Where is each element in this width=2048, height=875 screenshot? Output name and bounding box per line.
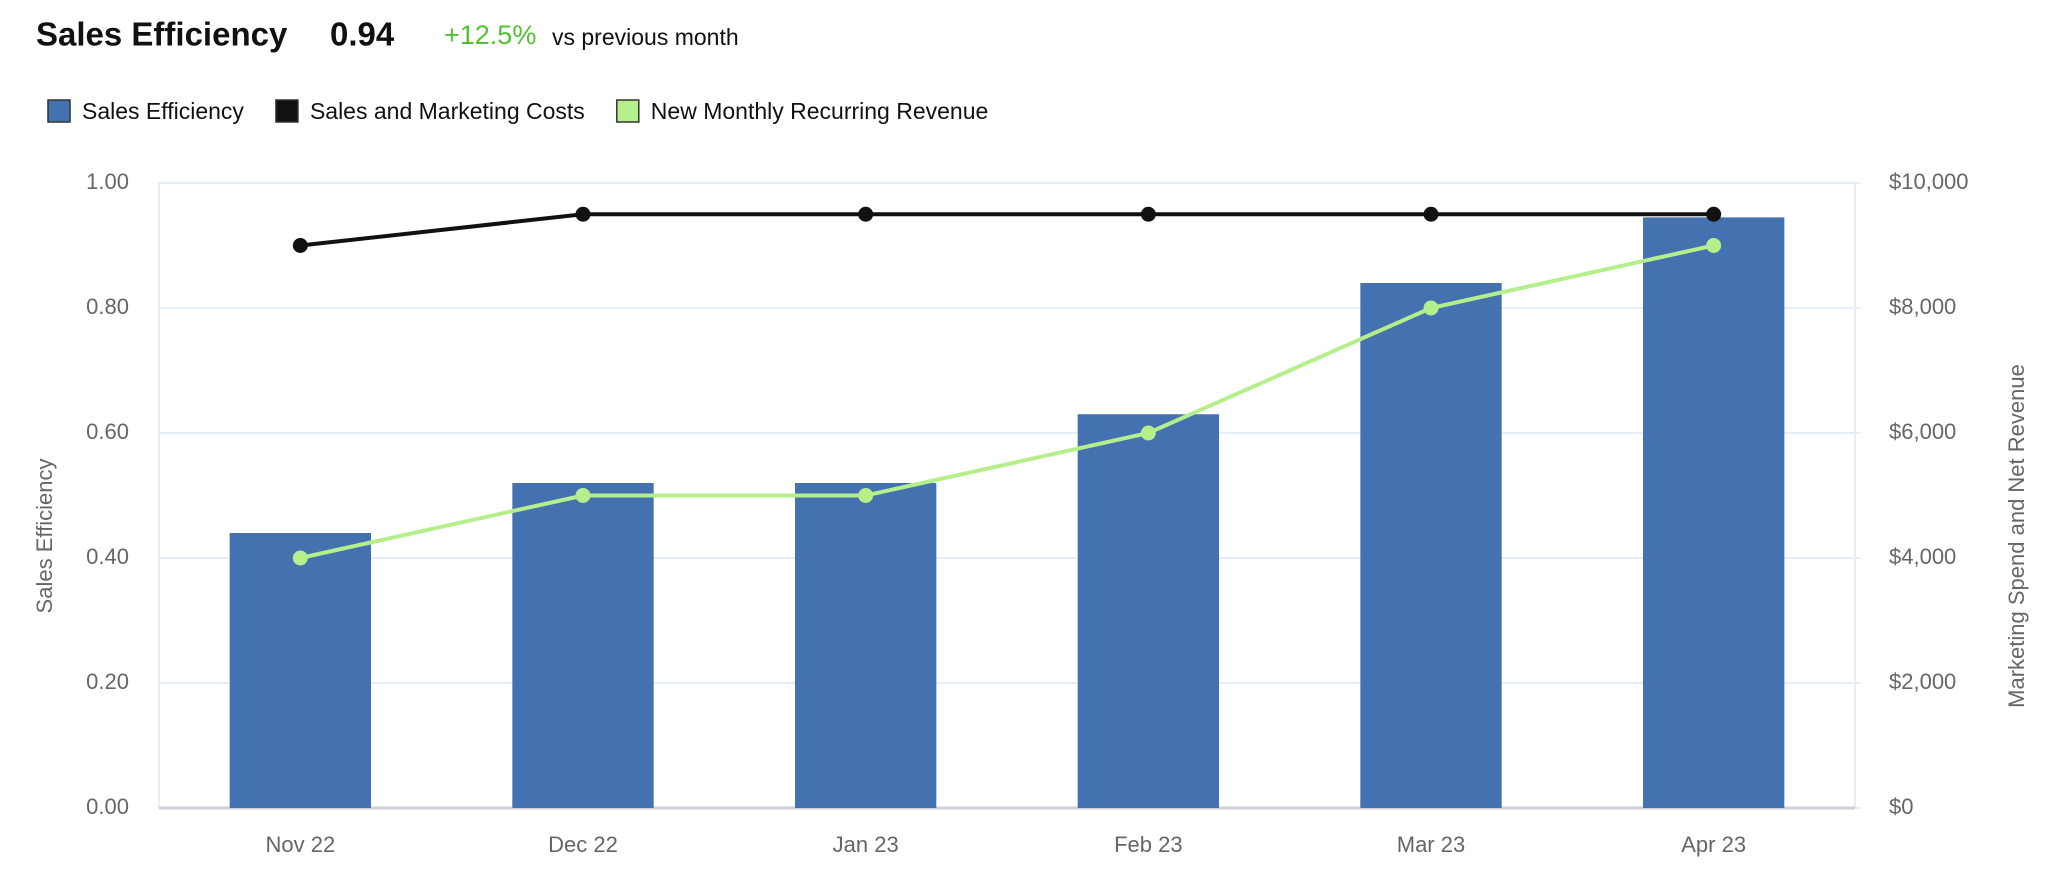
line-point: [858, 206, 874, 222]
line-point: [292, 550, 308, 566]
line-point: [1423, 206, 1439, 222]
x-tick-label: Feb 23: [1114, 832, 1183, 857]
kpi-value: 0.94: [330, 16, 395, 53]
line-point: [858, 488, 874, 503]
y2-tick-label: $6,000: [1889, 419, 1956, 444]
x-tick-label: Apr 23: [1681, 832, 1746, 857]
y-axis-label: Sales Efficiency: [32, 459, 57, 614]
legend-swatch: [616, 99, 640, 123]
legend-swatch: [47, 99, 71, 123]
chart-title: Sales Efficiency: [36, 16, 288, 53]
y2-tick-label: $8,000: [1889, 294, 1956, 319]
y2-tick-label: $2,000: [1889, 669, 1956, 694]
y2-tick-label: $4,000: [1889, 544, 1956, 569]
y-tick-label: 0.00: [86, 794, 129, 819]
line: [299, 243, 1715, 560]
y-tick-label: 0.60: [86, 419, 129, 444]
plot-border: [158, 182, 1856, 809]
y-tick-label: 0.20: [86, 669, 129, 694]
y-tick-label: 0.40: [86, 544, 129, 569]
line-point: [1140, 206, 1156, 222]
bar: [1643, 217, 1785, 808]
legend-swatch: [275, 99, 299, 123]
line: [300, 212, 1714, 248]
line-point: [1706, 238, 1722, 253]
legend-label: Sales Efficiency: [82, 98, 244, 124]
line-point: [1423, 300, 1439, 316]
bar: [1077, 414, 1219, 808]
line-point: [292, 238, 308, 253]
line-point: [575, 206, 591, 222]
y2-axis-label: Marketing Spend and Net Revenue: [2004, 364, 2029, 708]
legend-label: New Monthly Recurring Revenue: [651, 98, 989, 124]
x-tick-label: Dec 22: [548, 832, 618, 857]
kpi-change: +12.5%: [444, 20, 536, 50]
line-point: [575, 488, 591, 503]
bar: [512, 483, 654, 808]
bar: [229, 533, 371, 808]
line-point: [1140, 425, 1156, 441]
kpi-change-label: vs previous month: [552, 24, 739, 50]
y-tick-label: 1.00: [86, 169, 129, 194]
x-tick-label: Jan 23: [833, 832, 899, 857]
x-tick-label: Nov 22: [265, 832, 335, 857]
bar: [1360, 283, 1502, 808]
x-tick-label: Mar 23: [1397, 832, 1465, 857]
line-point: [1706, 206, 1722, 222]
y2-tick-label: $0: [1889, 794, 1913, 819]
legend-label: Sales and Marketing Costs: [310, 98, 585, 124]
y-tick-label: 0.80: [86, 294, 129, 319]
y2-tick-label: $10,000: [1889, 169, 1969, 194]
bar: [795, 483, 937, 808]
